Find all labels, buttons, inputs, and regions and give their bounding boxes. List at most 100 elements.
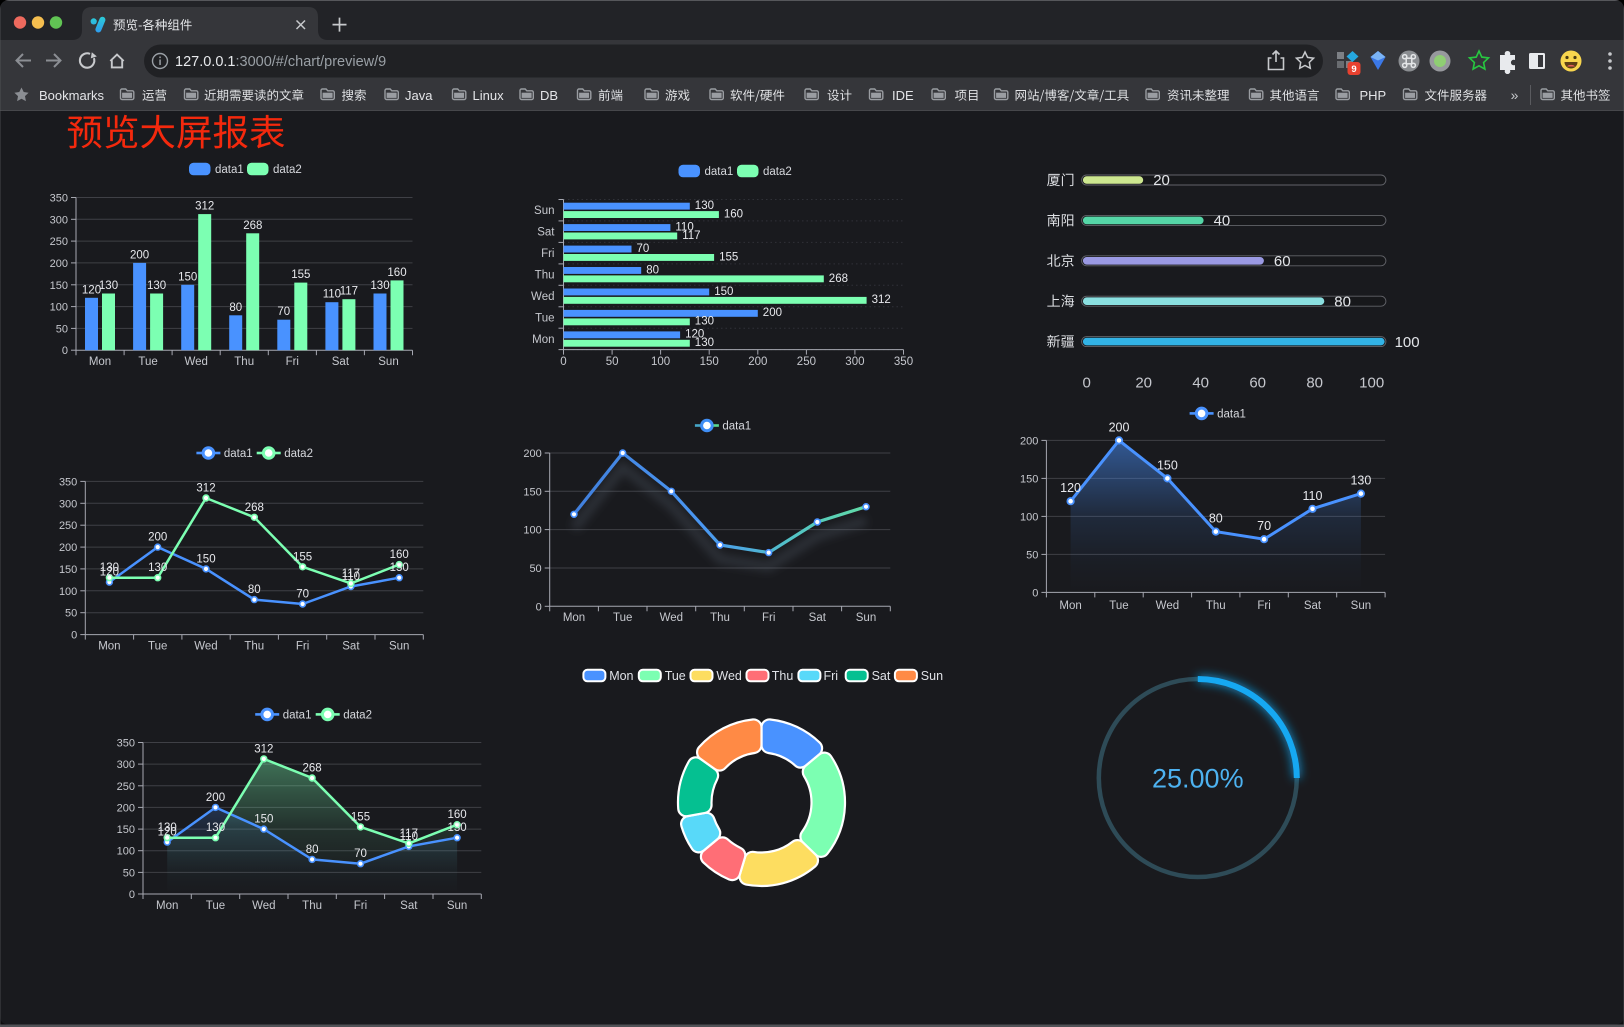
svg-text:data1: data1 — [705, 166, 734, 178]
svg-text:130: 130 — [147, 280, 166, 292]
svg-text:155: 155 — [293, 551, 312, 563]
svg-text:Mon: Mon — [563, 612, 585, 624]
svg-text:Sat: Sat — [1304, 600, 1322, 612]
svg-text:117: 117 — [340, 286, 358, 298]
svg-text:155: 155 — [719, 251, 738, 263]
svg-text:160: 160 — [390, 549, 409, 561]
svg-text:200: 200 — [523, 448, 541, 460]
svg-text:350: 350 — [50, 193, 68, 205]
svg-text:150: 150 — [523, 486, 541, 498]
svg-text:200: 200 — [59, 542, 77, 554]
svg-text:Tue: Tue — [613, 612, 632, 624]
svg-text:110: 110 — [342, 571, 360, 583]
svg-text:117: 117 — [342, 568, 360, 580]
svg-text:9: 9 — [1351, 64, 1356, 75]
svg-text:150: 150 — [59, 564, 77, 576]
svg-text:Wed: Wed — [194, 641, 217, 653]
svg-text:20: 20 — [1135, 375, 1152, 392]
svg-text:0: 0 — [1032, 587, 1038, 599]
svg-text:Linux: Linux — [473, 88, 505, 103]
svg-text:50: 50 — [606, 356, 619, 368]
svg-text:268: 268 — [243, 220, 262, 232]
svg-text:Wed: Wed — [184, 356, 207, 368]
svg-text:130: 130 — [695, 316, 714, 328]
svg-text:0: 0 — [71, 630, 77, 642]
svg-text:Tue: Tue — [138, 356, 157, 368]
svg-text:130: 130 — [695, 200, 714, 212]
svg-text:Sun: Sun — [378, 356, 398, 368]
svg-text:Wed: Wed — [1156, 600, 1179, 612]
svg-text:data1: data1 — [224, 448, 253, 460]
svg-text:200: 200 — [1020, 435, 1038, 447]
svg-text:200: 200 — [1109, 420, 1130, 434]
svg-text:268: 268 — [245, 502, 264, 514]
svg-text:70: 70 — [296, 589, 309, 601]
svg-text:20: 20 — [1153, 172, 1170, 189]
svg-text:Tue: Tue — [535, 313, 554, 325]
svg-text:Sat: Sat — [342, 641, 360, 653]
svg-text:350: 350 — [59, 476, 77, 488]
svg-text:312: 312 — [196, 483, 215, 495]
svg-text:130: 130 — [448, 822, 467, 834]
svg-text:Fri: Fri — [296, 641, 309, 653]
svg-text:50: 50 — [529, 563, 541, 575]
svg-text:Wed: Wed — [531, 291, 554, 303]
svg-text:data1: data1 — [1217, 408, 1246, 420]
svg-text:130: 130 — [148, 562, 167, 574]
svg-text:data1: data1 — [215, 164, 244, 176]
svg-text:80: 80 — [1334, 293, 1351, 310]
svg-text:Tue: Tue — [206, 900, 225, 912]
svg-text:Thu: Thu — [1206, 600, 1226, 612]
svg-text:Sun: Sun — [389, 641, 409, 653]
svg-text:50: 50 — [65, 608, 77, 620]
svg-text:0: 0 — [560, 356, 566, 368]
svg-text:80: 80 — [248, 584, 261, 596]
svg-text:Sat: Sat — [332, 356, 350, 368]
svg-text:Thu: Thu — [302, 900, 322, 912]
svg-text:40: 40 — [1192, 375, 1209, 392]
svg-text:312: 312 — [254, 743, 273, 755]
svg-text:312: 312 — [195, 201, 214, 213]
svg-text:110: 110 — [323, 289, 341, 301]
svg-text:0: 0 — [536, 601, 542, 613]
svg-text:100: 100 — [651, 356, 670, 368]
svg-text:Wed: Wed — [716, 669, 742, 683]
svg-text:268: 268 — [303, 763, 322, 775]
svg-text:50: 50 — [56, 323, 68, 335]
svg-text:70: 70 — [1257, 519, 1271, 533]
svg-text:120: 120 — [82, 284, 101, 296]
svg-text:268: 268 — [829, 273, 848, 285]
svg-text:200: 200 — [148, 532, 167, 544]
svg-text:data2: data2 — [284, 448, 313, 460]
svg-text:40: 40 — [1214, 213, 1231, 230]
svg-text:130: 130 — [1350, 474, 1371, 488]
svg-text:100: 100 — [117, 846, 135, 858]
svg-text:350: 350 — [117, 738, 135, 750]
svg-text:130: 130 — [695, 337, 714, 349]
svg-text:117: 117 — [400, 828, 418, 840]
svg-text:150: 150 — [714, 286, 733, 298]
svg-text:Sun: Sun — [1351, 600, 1371, 612]
svg-text:117: 117 — [682, 230, 700, 242]
svg-text:80: 80 — [229, 302, 242, 314]
svg-text:Java: Java — [405, 88, 433, 103]
svg-text:Mon: Mon — [156, 900, 178, 912]
svg-text:70: 70 — [277, 306, 290, 318]
svg-text:Fri: Fri — [824, 669, 839, 683]
svg-text:60: 60 — [1249, 375, 1266, 392]
svg-text:250: 250 — [117, 781, 135, 793]
svg-text:60: 60 — [1274, 253, 1291, 270]
svg-text:300: 300 — [845, 356, 864, 368]
svg-text:Sat: Sat — [400, 900, 418, 912]
svg-text:200: 200 — [130, 249, 149, 261]
svg-text:0: 0 — [129, 889, 135, 901]
svg-text:Sun: Sun — [447, 900, 467, 912]
svg-text:250: 250 — [797, 356, 816, 368]
svg-text:250: 250 — [59, 520, 77, 532]
svg-text:127.0.0.1:3000/#/chart/preview: 127.0.0.1:3000/#/chart/preview/9 — [175, 54, 386, 70]
svg-text:150: 150 — [254, 814, 273, 826]
svg-text:300: 300 — [50, 214, 68, 226]
svg-text:Tue: Tue — [665, 669, 686, 683]
svg-text:0: 0 — [62, 345, 68, 357]
svg-text:80: 80 — [306, 844, 319, 856]
